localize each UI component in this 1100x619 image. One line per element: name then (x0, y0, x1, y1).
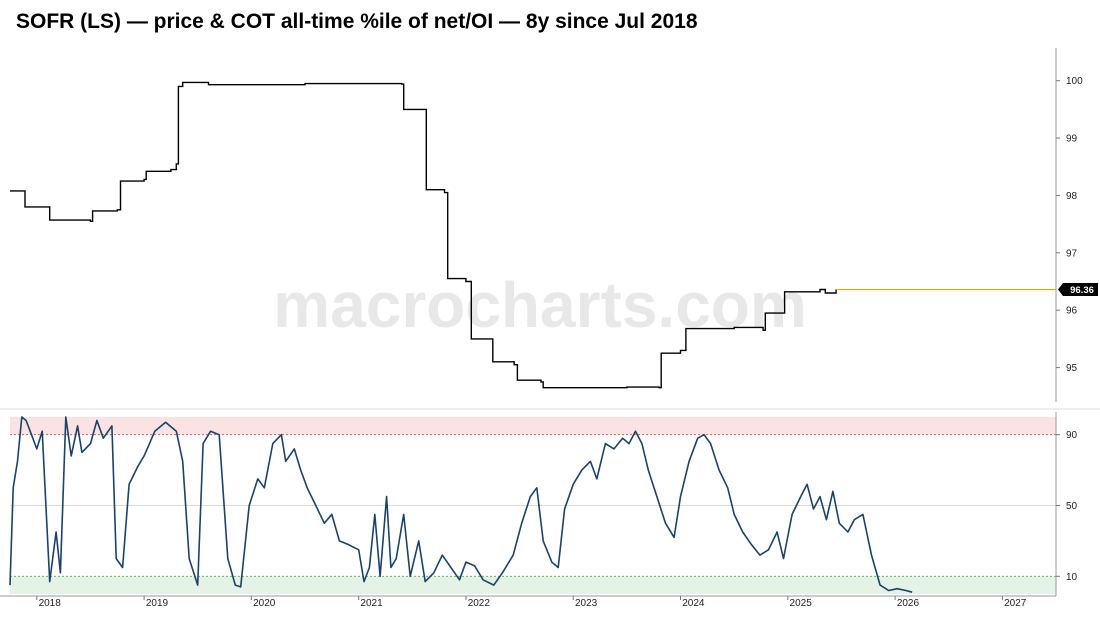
percentile-bands (10, 417, 1056, 594)
x-tick-label-2019: 2019 (146, 598, 169, 609)
price-series-line-0 (10, 81, 837, 389)
watermark: macrocharts.com (273, 269, 807, 341)
price-series (10, 81, 837, 389)
tick-labels: 95 96 97 98 99 100 10 50 90 2018 2019 2020 2021 2022 2… (36, 76, 1083, 609)
x-tick-label-2025: 2025 (790, 598, 813, 609)
x-tick-label-2021: 2021 (360, 598, 383, 609)
percentile-series-line-0 (9, 416, 913, 593)
last-value-label: 96.36 (1070, 285, 1094, 296)
x-tick-label-2022: 2022 (468, 598, 491, 609)
price-tick-label-99: 99 (1066, 134, 1078, 145)
price-tick-label-95: 95 (1066, 363, 1078, 374)
price-tick-label-98: 98 (1066, 191, 1078, 202)
last-value-tag (1058, 283, 1098, 297)
x-tick-label-2024: 2024 (682, 598, 705, 609)
pct-tick-label-10: 10 (1066, 572, 1078, 583)
chart-title: SOFR (LS) — price & COT all-time %ile of… (16, 10, 698, 33)
x-tick-label-2023: 2023 (575, 598, 598, 609)
percentile-band-1 (10, 576, 1056, 594)
pct-tick-label-90: 90 (1066, 430, 1078, 441)
x-tick-label-2027: 2027 (1004, 598, 1027, 609)
last-value-marker: 96.36 (836, 283, 1098, 297)
x-tick-label-2020: 2020 (253, 598, 276, 609)
axes (0, 48, 1100, 597)
gridlines (10, 434, 1056, 577)
percentile-band-0 (10, 417, 1056, 435)
price-tick-label-100: 100 (1066, 76, 1083, 87)
x-tick-label-2026: 2026 (897, 598, 920, 609)
pct-tick-label-50: 50 (1066, 501, 1078, 512)
price-tick-label-96: 96 (1066, 306, 1078, 317)
percentile-series (9, 416, 913, 593)
x-tick-label-2018: 2018 (39, 598, 62, 609)
price-tick-label-97: 97 (1066, 248, 1078, 259)
